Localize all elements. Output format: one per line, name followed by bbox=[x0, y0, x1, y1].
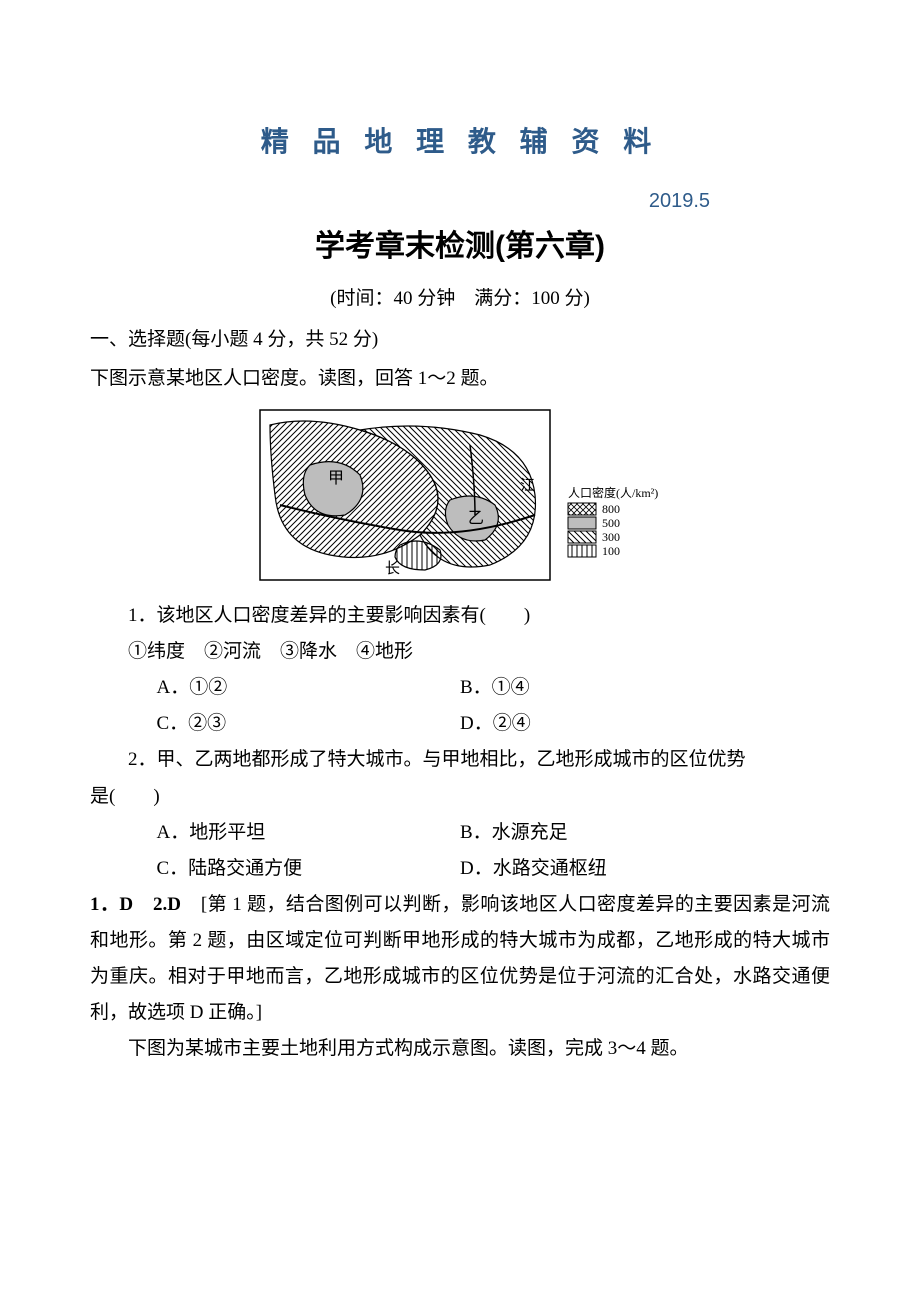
q2-option-c: C．陆路交通方便 bbox=[90, 851, 460, 887]
map-label-jia: 甲 bbox=[328, 470, 344, 487]
q1-stem: 1．该地区人口密度差异的主要影响因素有( ) bbox=[90, 598, 830, 634]
legend-val-0: 800 bbox=[602, 502, 620, 516]
section-1-heading: 一、选择题(每小题 4 分，共 52 分) bbox=[90, 324, 830, 351]
figure-intro: 下图示意某地区人口密度。读图，回答 1～2 题。 bbox=[90, 361, 830, 397]
map-label-jiang: 江 bbox=[520, 477, 535, 494]
q2-option-b: B．水源充足 bbox=[460, 815, 830, 851]
legend-val-1: 500 bbox=[602, 516, 620, 530]
q2-options-row-1: A．地形平坦 B．水源充足 bbox=[90, 815, 830, 851]
answer-1-2: 1．D 2.D [第 1 题，结合图例可以判断，影响该地区人口密度差异的主要因素… bbox=[90, 887, 830, 1031]
chapter-title: 学考章末检测(第六章) bbox=[90, 221, 830, 265]
q1-option-c: C．②③ bbox=[90, 706, 460, 742]
legend-title: 人口密度(人/km²) bbox=[568, 485, 658, 500]
q2-stem-line2: 是( ) bbox=[90, 779, 830, 815]
q1-options-row-2: C．②③ D．②④ bbox=[90, 706, 830, 742]
answer-text: [第 1 题，结合图例可以判断，影响该地区人口密度差异的主要因素是河流和地形。第… bbox=[90, 894, 830, 1023]
population-density-map: 甲 乙 江 长 人口密度(人/km²) 800 500 300 100 bbox=[90, 405, 830, 590]
map-label-chang: 长 bbox=[385, 560, 400, 577]
q2-options-row-2: C．陆路交通方便 D．水路交通枢纽 bbox=[90, 851, 830, 887]
q2-option-a: A．地形平坦 bbox=[90, 815, 460, 851]
q1-option-d: D．②④ bbox=[460, 706, 830, 742]
intro-3-4: 下图为某城市主要土地利用方式构成示意图。读图，完成 3～4 题。 bbox=[90, 1031, 830, 1067]
map-label-yi: 乙 bbox=[468, 510, 484, 527]
date-line: 2019.5 bbox=[90, 190, 830, 213]
q1-sub: ①纬度 ②河流 ③降水 ④地形 bbox=[90, 634, 830, 670]
q1-option-b: B．①④ bbox=[460, 670, 830, 706]
q1-option-a: A．①② bbox=[90, 670, 460, 706]
q1-options-row-1: A．①② B．①④ bbox=[90, 670, 830, 706]
legend-val-3: 100 bbox=[602, 544, 620, 558]
legend-val-2: 300 bbox=[602, 530, 620, 544]
q2-option-d: D．水路交通枢纽 bbox=[460, 851, 830, 887]
brand-title: 精 品 地 理 教 辅 资 料 bbox=[90, 120, 830, 160]
time-score: (时间：40 分钟 满分：100 分) bbox=[90, 283, 830, 310]
answer-lead: 1．D 2.D bbox=[90, 894, 181, 915]
q2-stem-line1: 2．甲、乙两地都形成了特大城市。与甲地相比，乙地形成城市的区位优势 bbox=[90, 742, 830, 778]
